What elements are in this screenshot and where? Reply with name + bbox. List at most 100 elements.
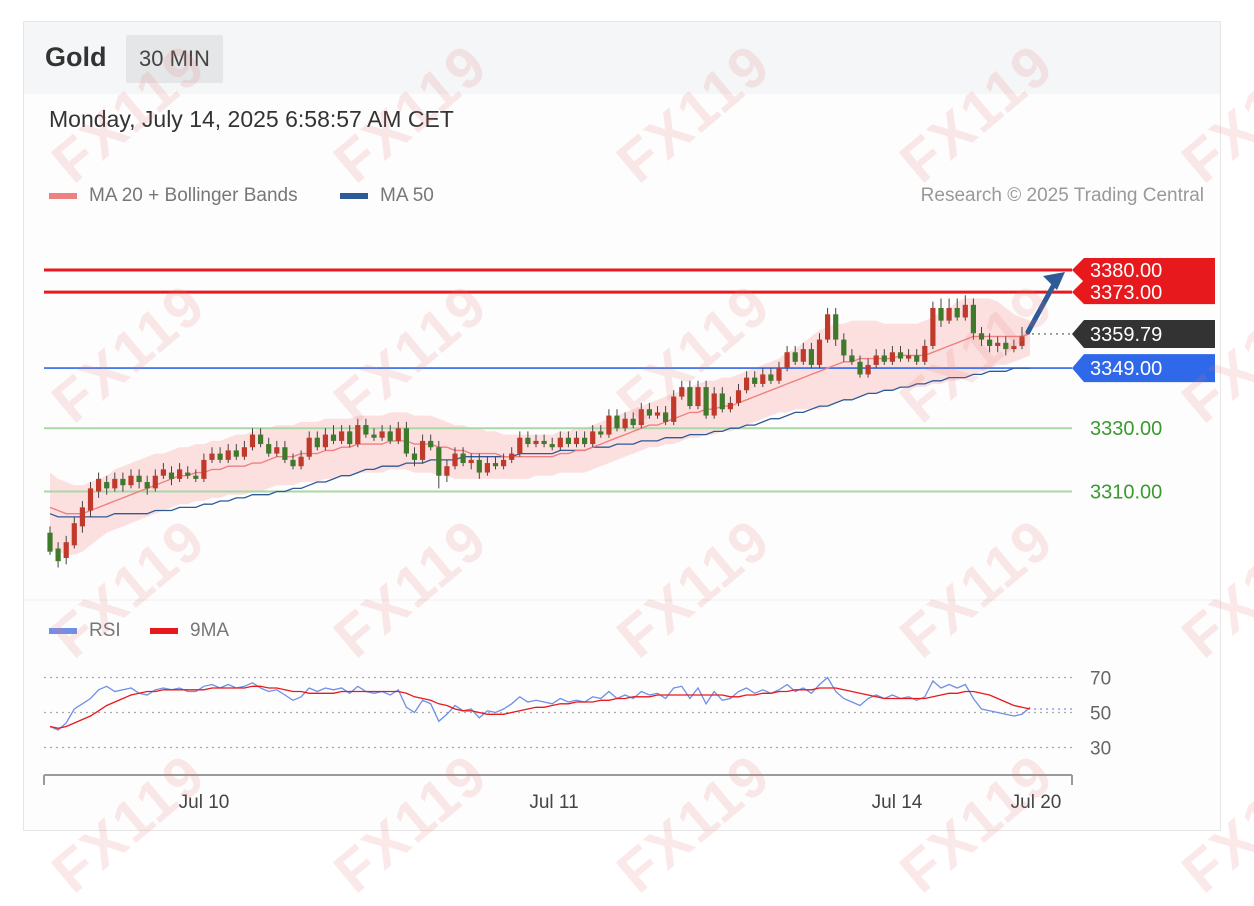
candle-body (1003, 342, 1009, 350)
legend-swatch-rsi (49, 628, 77, 634)
candle-body (590, 431, 596, 445)
candle-body (452, 453, 458, 467)
level-label-3349.00: 3349.00 (1090, 358, 1162, 380)
candle-body (492, 463, 499, 467)
candle-body (79, 507, 85, 527)
timeframe-button[interactable]: 30 MIN (126, 35, 223, 83)
candle-body (233, 450, 239, 457)
candle-body (379, 431, 385, 438)
candle-body (744, 377, 750, 391)
candle-body (873, 355, 879, 365)
candle-body (168, 472, 175, 479)
candle-body (314, 437, 320, 448)
candle-body (363, 425, 369, 435)
candle-body (573, 437, 580, 445)
candle-body (152, 475, 158, 489)
level-label-3380.00: 3380.00 (1090, 260, 1162, 282)
candle-body (914, 355, 920, 362)
candle-body (201, 459, 207, 479)
level-tag-3380.00: 3380.00 (1072, 257, 1215, 282)
level-tag-bg (1072, 280, 1215, 305)
candle-body (241, 447, 247, 457)
candle-body (403, 428, 409, 454)
forecast-arrow-shaft (1025, 276, 1060, 335)
candle-body (978, 333, 985, 340)
candle-body (266, 444, 272, 454)
candle-body (768, 374, 774, 381)
legend-swatch-ma20 (49, 193, 77, 199)
candle-body (225, 450, 231, 460)
candle-body (47, 532, 53, 552)
candle-body (209, 453, 215, 460)
candle-body (598, 431, 604, 435)
level-tag-bg (1072, 354, 1215, 383)
candle-body (306, 437, 312, 457)
candle-body (1019, 336, 1025, 346)
candle-body (509, 453, 515, 460)
candle-body (63, 542, 69, 559)
rsi-line (49, 676, 1031, 731)
candle-body (549, 444, 555, 448)
candle-body (476, 459, 482, 473)
candle-body (258, 434, 264, 445)
candle-body (784, 352, 790, 369)
candle-body (833, 314, 839, 340)
candle-body (727, 402, 733, 410)
candle-body (104, 482, 110, 489)
candle-body (355, 425, 361, 445)
candle-body (112, 478, 118, 489)
candle-body (622, 418, 628, 429)
candle-body (96, 478, 102, 492)
candle-body (792, 352, 798, 362)
candle-body (371, 434, 377, 438)
level-tag-bg (1072, 319, 1215, 348)
candle-body (1011, 345, 1017, 350)
forecast-arrow-head (1043, 271, 1065, 290)
x-tick-label: Jul 10 (179, 792, 230, 813)
candle-body (752, 377, 758, 384)
candle-body (533, 440, 539, 445)
candle-body (217, 453, 223, 460)
candle-body (444, 466, 450, 476)
candle-body (185, 472, 191, 476)
candle-body (128, 475, 134, 486)
candle-body (557, 437, 563, 448)
legend-ma20-bollinger: MA 20 + Bollinger Bands (49, 185, 298, 207)
candle-body (282, 447, 288, 460)
candle-body (630, 418, 636, 426)
candle-body (687, 387, 693, 407)
candle-body (541, 440, 547, 445)
candle-body (160, 469, 166, 476)
candle-body (193, 475, 199, 479)
candle-body (849, 355, 855, 362)
candle-body (322, 434, 328, 448)
candle-body (808, 349, 814, 365)
candle-body (816, 339, 823, 365)
candle-body (249, 434, 256, 448)
candle-body (719, 393, 725, 410)
candle-body (395, 428, 401, 441)
chart-header (24, 22, 1220, 94)
candle-body (841, 339, 847, 356)
candle-body (946, 307, 952, 321)
rsi-tick-70: 70 (1090, 669, 1111, 690)
legend-label-9ma: 9MA (190, 620, 230, 641)
chart-datetime: Monday, July 14, 2025 6:58:57 AM CET (49, 106, 454, 132)
candle-body (136, 475, 142, 483)
candle-body (930, 307, 936, 346)
level-label-3359.79: 3359.79 (1090, 324, 1162, 346)
candle-body (646, 409, 652, 416)
rsi-tick-30: 30 (1090, 739, 1111, 760)
ma20-line (49, 332, 1031, 515)
legend-ma50: MA 50 (340, 185, 434, 207)
candle-body (970, 304, 976, 334)
level-tag-bg (1072, 257, 1215, 282)
candle-body (825, 314, 831, 340)
rsi-9ma-line (49, 685, 1031, 729)
candle-body (865, 364, 871, 375)
candle-body (954, 307, 960, 318)
legend-label-ma50: MA 50 (380, 185, 434, 206)
candle-body (565, 437, 571, 445)
level-label-3373.00: 3373.00 (1090, 282, 1162, 304)
